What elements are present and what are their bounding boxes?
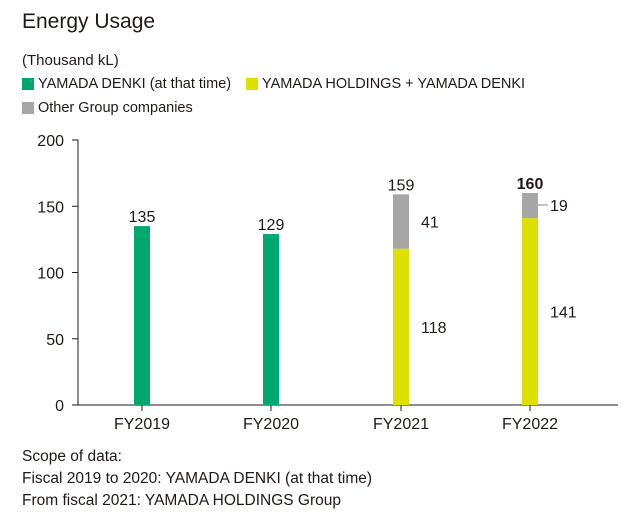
bar-segment — [522, 193, 538, 219]
data-label-segment: 19 — [550, 198, 568, 215]
x-tick-label: FY2022 — [502, 416, 558, 433]
data-label-segment: 41 — [421, 214, 439, 231]
data-label-total: 159 — [388, 177, 415, 194]
unit-label: (Thousand kL) — [22, 52, 119, 69]
legend-item-holdings: YAMADA HOLDINGS + YAMADA DENKI — [246, 76, 525, 92]
legend-item-other-group: Other Group companies — [22, 100, 193, 116]
data-label-total: 135 — [129, 209, 156, 226]
legend-swatch — [246, 78, 258, 90]
bar-segment — [263, 234, 279, 405]
data-label-total: 160 — [517, 176, 544, 193]
chart-title: Energy Usage — [22, 10, 156, 33]
bar-segment — [393, 194, 409, 249]
y-tick-label: 0 — [55, 398, 64, 415]
data-label-segment: 118 — [421, 320, 447, 337]
bar-segment — [393, 248, 409, 405]
x-tick-label: FY2021 — [373, 416, 429, 433]
footnote-scope: Scope of data: — [22, 448, 122, 465]
legend-swatch — [22, 102, 34, 114]
footnote-fiscal-2019-2020: Fiscal 2019 to 2020: YAMADA DENKI (at th… — [22, 470, 373, 487]
legend-label: Other Group companies — [38, 100, 193, 116]
legend-item-yamada-denki: YAMADA DENKI (at that time) — [22, 76, 231, 92]
data-label-total: 129 — [258, 217, 285, 234]
y-tick-label: 150 — [37, 199, 64, 216]
x-tick-label: FY2019 — [114, 416, 170, 433]
bar-segment — [134, 226, 150, 405]
legend-label: YAMADA DENKI (at that time) — [38, 76, 232, 92]
legend-label: YAMADA HOLDINGS + YAMADA DENKI — [262, 76, 526, 92]
bar-segment — [522, 218, 538, 405]
y-tick-label: 200 — [37, 133, 64, 150]
data-label-segment: 141 — [550, 305, 577, 322]
legend-swatch — [22, 78, 34, 90]
y-tick-label: 100 — [37, 266, 64, 283]
y-tick-label: 50 — [46, 332, 64, 349]
x-tick-label: FY2020 — [243, 416, 299, 433]
footnote-fiscal-2021: From fiscal 2021: YAMADA HOLDINGS Group — [22, 492, 342, 509]
